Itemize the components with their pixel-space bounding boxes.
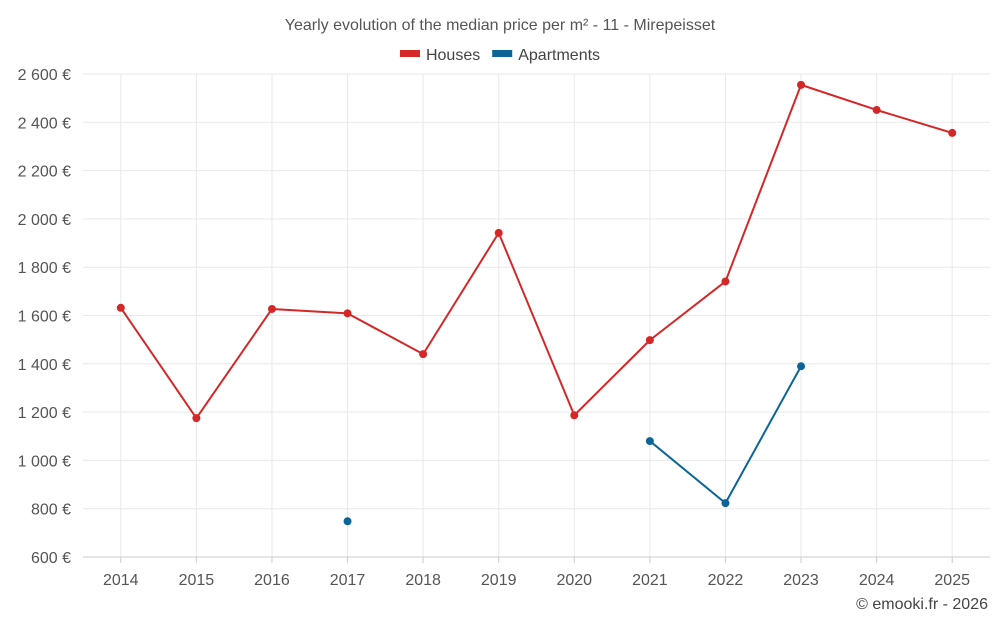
y-tick-label: 1 800 € — [18, 260, 71, 277]
y-tick-label: 600 € — [31, 550, 71, 567]
data-point-houses[interactable] — [267, 304, 276, 313]
x-tick-label: 2025 — [934, 572, 970, 589]
series-apartments — [343, 362, 806, 526]
y-tick-label: 2 600 € — [18, 67, 71, 84]
chart-title: Yearly evolution of the median price per… — [285, 17, 716, 34]
x-tick-label: 2021 — [632, 572, 668, 589]
y-tick-label: 1 200 € — [18, 405, 71, 422]
x-tick-label: 2024 — [859, 572, 895, 589]
legend-label: Houses — [426, 47, 480, 64]
data-point-houses[interactable] — [192, 414, 201, 423]
legend-item-houses[interactable]: Houses — [399, 47, 480, 64]
y-tick-label: 2 400 € — [18, 115, 71, 132]
legend-item-apartments[interactable]: Apartments — [492, 47, 600, 64]
series-houses — [116, 80, 957, 423]
data-point-apartments[interactable] — [721, 499, 730, 508]
y-tick-label: 1 000 € — [18, 453, 71, 470]
y-tick-label: 1 600 € — [18, 309, 71, 326]
data-point-houses[interactable] — [494, 228, 503, 237]
x-tick-label: 2023 — [783, 572, 819, 589]
series-line-houses — [119, 83, 953, 420]
x-tick-label: 2022 — [708, 572, 744, 589]
x-tick-label: 2017 — [330, 572, 366, 589]
data-point-houses[interactable] — [343, 309, 352, 318]
x-tick-label: 2018 — [405, 572, 441, 589]
series-layer — [116, 80, 957, 526]
y-tick-label: 2 200 € — [18, 164, 71, 181]
legend: Houses Apartments — [399, 47, 600, 64]
data-point-houses[interactable] — [948, 128, 957, 137]
x-tick-label: 2020 — [556, 572, 592, 589]
data-point-apartments[interactable] — [645, 437, 654, 446]
data-point-houses[interactable] — [797, 80, 806, 89]
x-axis: 2014 2015 2016 2017 2018 2019 2020 2021 2022 2023… — [83, 556, 990, 589]
data-point-apartments[interactable] — [797, 362, 806, 371]
x-tick-label: 2015 — [179, 572, 215, 589]
data-point-houses[interactable] — [116, 303, 125, 312]
legend-swatch — [492, 50, 513, 57]
data-point-apartments[interactable] — [343, 517, 352, 526]
data-point-houses[interactable] — [721, 277, 730, 286]
x-tick-label: 2016 — [254, 572, 290, 589]
data-point-houses[interactable] — [645, 336, 654, 345]
x-tick-label: 2019 — [481, 572, 517, 589]
x-tick-label: 2014 — [103, 572, 139, 589]
y-axis: 600 € 800 € 1 000 € 1 200 € 1 400 € 1 600 € 1 … — [18, 67, 71, 567]
y-tick-label: 2 000 € — [18, 212, 71, 229]
data-point-houses[interactable] — [570, 411, 579, 420]
data-point-houses[interactable] — [872, 105, 881, 114]
data-point-houses[interactable] — [419, 350, 428, 359]
credit-text: © emooki.fr - 2026 — [856, 596, 988, 613]
gridlines — [83, 73, 990, 557]
y-tick-label: 800 € — [31, 502, 71, 519]
y-tick-label: 1 400 € — [18, 357, 71, 374]
legend-label: Apartments — [518, 47, 600, 64]
legend-swatch — [399, 50, 420, 57]
